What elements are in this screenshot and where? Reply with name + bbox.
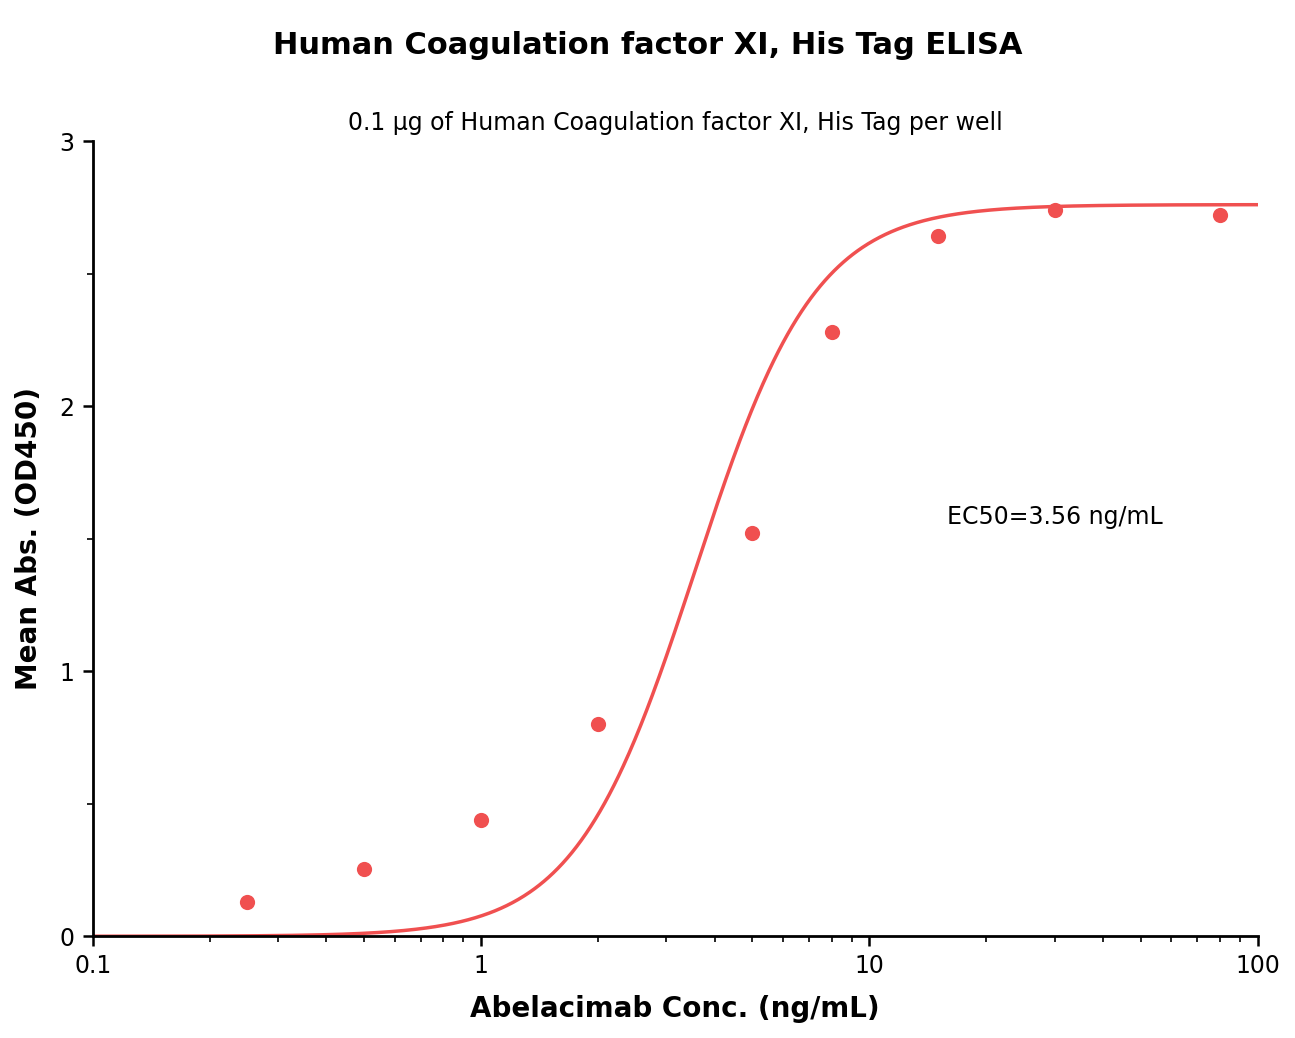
Y-axis label: Mean Abs. (OD450): Mean Abs. (OD450)	[16, 387, 43, 690]
X-axis label: Abelacimab Conc. (ng/mL): Abelacimab Conc. (ng/mL)	[470, 995, 881, 1023]
Text: EC50=3.56 ng/mL: EC50=3.56 ng/mL	[947, 506, 1163, 529]
Point	[821, 324, 842, 340]
Point	[237, 894, 258, 910]
Point	[588, 716, 609, 733]
Point	[470, 812, 491, 828]
Title: 0.1 μg of Human Coagulation factor XI, His Tag per well: 0.1 μg of Human Coagulation factor XI, H…	[348, 111, 1002, 135]
Point	[1044, 201, 1064, 218]
Point	[927, 228, 948, 245]
Text: Human Coagulation factor XI, His Tag ELISA: Human Coagulation factor XI, His Tag ELI…	[273, 31, 1022, 60]
Point	[354, 861, 374, 877]
Point	[742, 525, 763, 542]
Point	[1210, 207, 1230, 223]
